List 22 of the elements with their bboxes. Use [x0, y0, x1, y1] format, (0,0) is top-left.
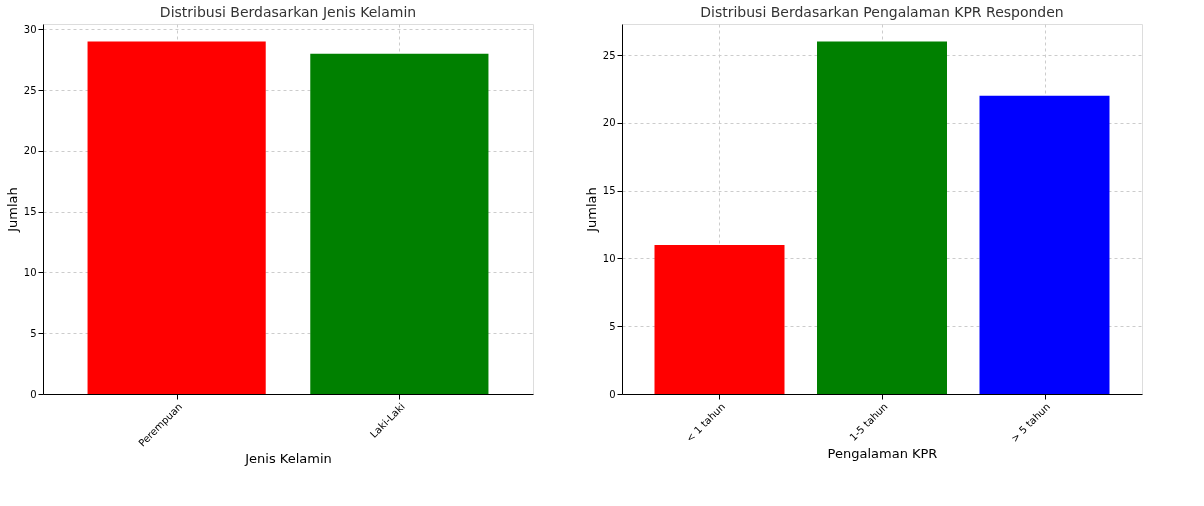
bar	[817, 41, 947, 394]
y-tick-label: 25	[23, 84, 37, 96]
y-axis-title: Jumlah	[4, 187, 20, 233]
y-tick-label: 10	[23, 266, 37, 278]
bar	[979, 95, 1110, 394]
y-tick-label: 10	[602, 252, 616, 264]
y-tick-label: 5	[609, 320, 616, 332]
y-axis-title: Jumlah	[583, 187, 599, 233]
x-axis-title: Pengalaman KPR	[827, 446, 938, 462]
y-tick-label: 0	[30, 388, 37, 400]
y-tick-label: 15	[23, 206, 37, 218]
bar	[654, 244, 785, 394]
y-tick-label: 15	[602, 185, 616, 197]
chart-title: Distribusi Berdasarkan Pengalaman KPR Responden	[700, 4, 1064, 20]
y-tick-label: 30	[23, 23, 37, 35]
chart-title: Distribusi Berdasarkan Jenis Kelamin	[159, 4, 417, 20]
y-tick-label: 20	[602, 117, 616, 129]
y-tick-label: 25	[602, 49, 616, 61]
y-tick-label: 20	[23, 145, 37, 157]
y-tick-label: 0	[609, 388, 616, 400]
y-tick-label: 5	[30, 327, 37, 339]
x-axis-title: Jenis Kelamin	[244, 450, 332, 466]
